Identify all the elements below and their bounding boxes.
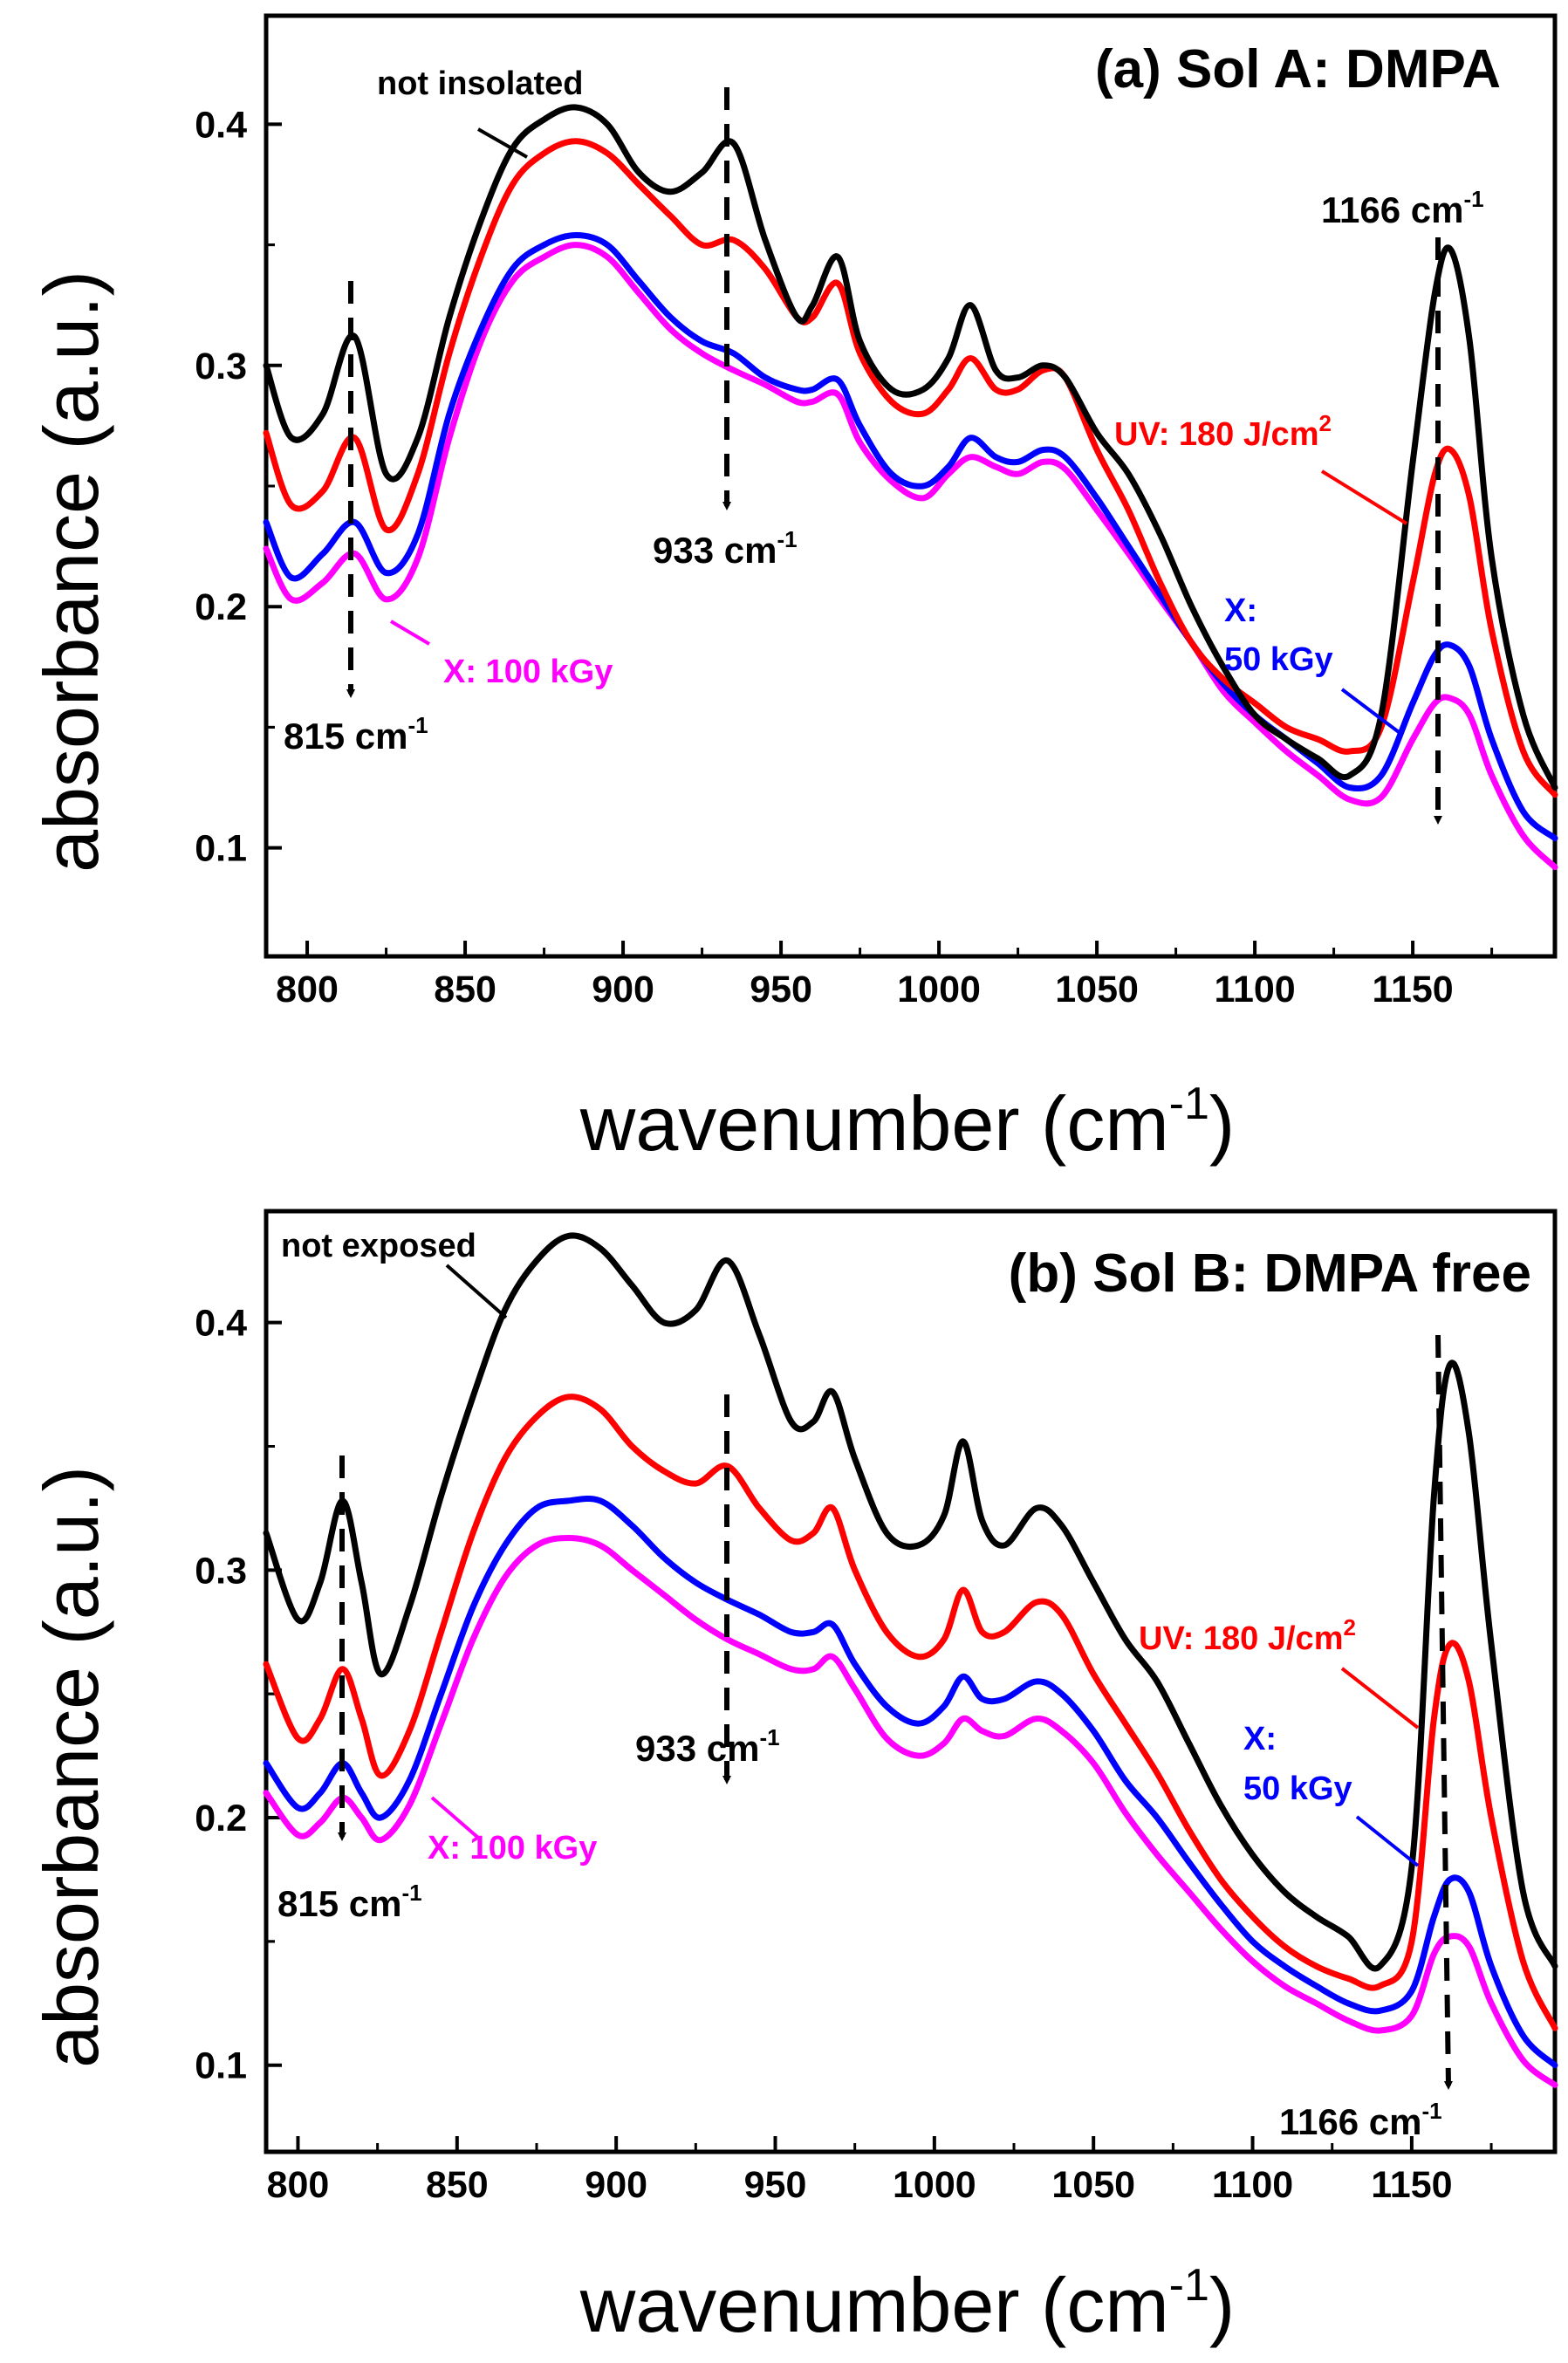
- panel-b-label-uv-sup: 2: [1343, 1614, 1355, 1640]
- y-tick-label: 0.2: [195, 1798, 247, 1839]
- panel-a-peak-815-text: 815 cm: [284, 716, 407, 757]
- panel-b-label-x100: X: 100 kGy: [428, 1830, 597, 1866]
- panel-a-leader-not-insolated: [477, 127, 528, 159]
- panel-b-label-uv: UV: 180 J/cm2: [1139, 1614, 1356, 1657]
- panel-b-leader-not-exposed: [445, 1264, 508, 1319]
- series-line-x-100-kgy: [263, 1535, 1558, 2088]
- panel-b-label-uv-text: UV: 180 J/cm: [1139, 1620, 1343, 1657]
- series-line-not-exposed: [263, 1232, 1558, 1972]
- x-tick-label: 800: [267, 2164, 330, 2206]
- x-tick-label: 1050: [1055, 969, 1139, 1010]
- panel-b-xlabel-text: wavenumber (cm: [579, 2262, 1169, 2348]
- series-line-not-insolated: [263, 104, 1558, 791]
- panel-a-label-uv-sup: 2: [1318, 410, 1331, 436]
- x-tick-label: 900: [585, 2164, 647, 2206]
- panel-a-peak-1166-sup: -1: [1464, 186, 1484, 212]
- panel-b-peak-1166-text: 1166 cm: [1279, 2101, 1422, 2142]
- series-line-uv-180-j-cm2: [263, 138, 1558, 798]
- panel-b-peak-815: 815 cm-1: [277, 1880, 422, 1924]
- x-tick-label: 850: [426, 2164, 489, 2206]
- panel-b: 800 850 900 950 1000 1050 1100 1150 0.1 0.2 0.3 0.4…: [28, 1209, 1558, 2348]
- panel-b-peak-933-text: 933 cm: [635, 1728, 759, 1769]
- panel-b-leader-x100: [430, 1796, 480, 1839]
- x-tick-label: 1150: [1372, 969, 1453, 1010]
- y-tick-label: 0.1: [195, 2045, 247, 2087]
- panel-a-leader-x100: [389, 620, 431, 646]
- series-line-x-100-kgy: [263, 242, 1558, 871]
- panel-a-ylabel: absorbance (a.u.): [28, 271, 114, 873]
- panel-b-xlabel-sup: -1: [1169, 2260, 1209, 2311]
- panel-a-label-not-insolated: not insolated: [377, 65, 583, 102]
- panel-a-axis-ticks: [266, 122, 1494, 956]
- panel-a-series: [263, 104, 1558, 871]
- panel-b-ylabel: absorbance (a.u.): [28, 1466, 114, 2068]
- panel-a-xlabel-text: wavenumber (cm: [579, 1080, 1169, 1167]
- x-tick-label: 1100: [1214, 969, 1295, 1010]
- y-tick-label: 0.3: [195, 346, 247, 387]
- panel-a-leader-x50: [1340, 688, 1404, 736]
- panel-b-xlabel-close: ): [1209, 2262, 1235, 2348]
- panel-a-peak-1166-text: 1166 cm: [1321, 189, 1464, 230]
- y-tick-label: 0.1: [195, 828, 247, 870]
- panel-a-xlabel-close: ): [1209, 1080, 1235, 1167]
- x-tick-label: 900: [592, 969, 654, 1010]
- panel-b-tick-labels: 800 850 900 950 1000 1050 1100 1150 0.1 0.2 0.3 0.4: [195, 1303, 1452, 2206]
- panel-a-xlabel-sup: -1: [1169, 1079, 1209, 1129]
- panel-b-peak-815-sup: -1: [401, 1880, 421, 1906]
- panel-a-peak-933-sup: -1: [777, 526, 797, 552]
- series-line-x-50-kgy: [263, 232, 1558, 842]
- x-tick-label: 1000: [897, 969, 981, 1010]
- panel-b-title: (b) Sol B: DMPA free: [1009, 1243, 1531, 1304]
- panel-a: 800 850 900 950 1000 1050 1100 1150 0.1 0.2 0.3 0.4…: [28, 13, 1558, 1167]
- panel-b-axis-ticks: [266, 1320, 1493, 2152]
- panel-b-leader-uv: [1340, 1667, 1420, 1729]
- panel-a-label-uv-text: UV: 180 J/cm: [1114, 416, 1318, 453]
- y-tick-label: 0.3: [195, 1550, 247, 1592]
- series-line-x-50-kgy: [263, 1495, 1558, 2069]
- panel-a-peak-1166: 1166 cm-1: [1321, 186, 1484, 230]
- panel-b-peak-815-text: 815 cm: [277, 1883, 401, 1924]
- panel-a-title: (a) Sol A: DMPA: [1095, 39, 1501, 99]
- panel-a-label-x: X:: [1224, 592, 1257, 629]
- panel-a-tick-labels: 800 850 900 950 1000 1050 1100 1150 0.1 0.2 0.3 0.4: [195, 104, 1454, 1010]
- x-tick-label: 1150: [1371, 2164, 1452, 2206]
- x-tick-label: 850: [434, 969, 496, 1010]
- panel-a-peak-933: 933 cm-1: [653, 526, 798, 571]
- x-tick-label: 800: [276, 969, 339, 1010]
- panel-b-arrow-1166: [1435, 1334, 1453, 2090]
- y-tick-label: 0.2: [195, 586, 247, 628]
- x-tick-label: 1100: [1212, 2164, 1293, 2206]
- panel-b-label-x: X:: [1243, 1721, 1277, 1757]
- y-tick-label: 0.4: [195, 104, 247, 146]
- panel-a-peak-815-sup: -1: [407, 712, 428, 738]
- panel-a-xlabel: wavenumber (cm-1): [579, 1079, 1235, 1167]
- panel-a-peak-933-text: 933 cm: [653, 530, 777, 571]
- panel-b-label-not-exposed: not exposed: [281, 1228, 476, 1264]
- panel-a-label-x100: X: 100 kGy: [443, 654, 613, 690]
- x-tick-label: 1000: [893, 2164, 976, 2206]
- panel-b-leader-x50: [1355, 1815, 1420, 1867]
- panel-a-label-uv: UV: 180 J/cm2: [1114, 410, 1332, 453]
- x-tick-label: 1050: [1051, 2164, 1135, 2206]
- panel-b-label-x-dose: 50 kGy: [1243, 1771, 1352, 1807]
- panel-a-label-x-dose: 50 kGy: [1224, 641, 1333, 678]
- panel-b-series: [263, 1232, 1558, 2088]
- y-tick-label: 0.4: [195, 1303, 247, 1345]
- panel-b-peak-1166: 1166 cm-1: [1279, 2098, 1442, 2142]
- x-tick-label: 950: [750, 969, 812, 1010]
- panel-a-peak-815: 815 cm-1: [284, 712, 428, 757]
- panel-b-peak-933: 933 cm-1: [635, 1724, 780, 1769]
- panel-a-leader-uv: [1320, 469, 1408, 525]
- series-line-uv-180-j-cm2: [263, 1394, 1558, 2031]
- panel-b-peak-1166-sup: -1: [1422, 2098, 1442, 2124]
- panel-b-peak-933-sup: -1: [759, 1724, 779, 1750]
- panel-b-xlabel: wavenumber (cm-1): [579, 2260, 1235, 2348]
- x-tick-label: 950: [744, 2164, 807, 2206]
- panel-b-frame: [264, 1209, 1558, 2154]
